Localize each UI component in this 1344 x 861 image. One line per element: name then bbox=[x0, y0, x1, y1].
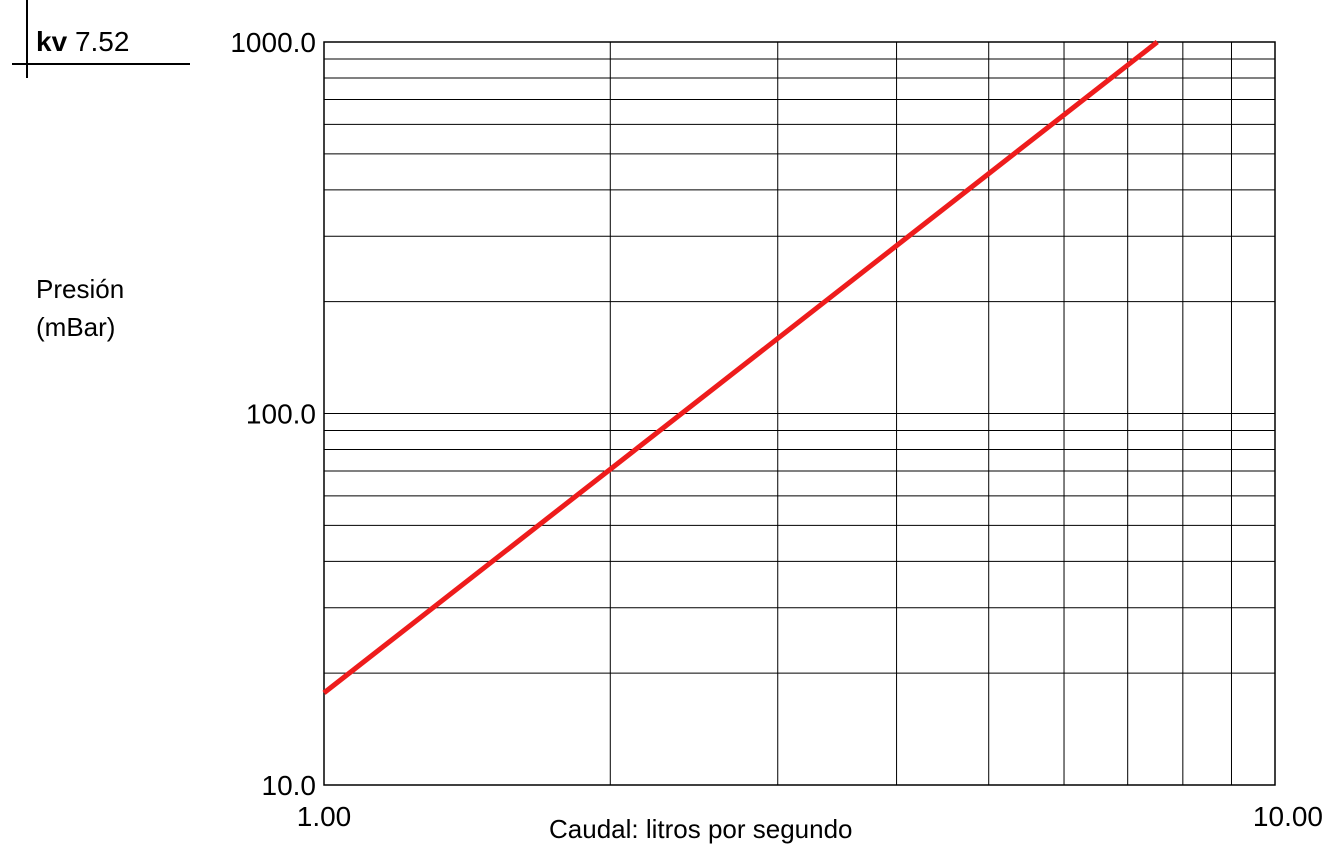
series-group bbox=[322, 40, 1159, 695]
x-axis-label: Caudal: litros por segundo bbox=[549, 814, 853, 844]
y-tick-label: 10.0 bbox=[262, 770, 317, 801]
gridlines bbox=[324, 41, 1275, 785]
kv-readout: kv 7.52 bbox=[36, 22, 129, 62]
kv-rule-vertical bbox=[26, 0, 28, 78]
y-axis-label-line-1: Presión bbox=[36, 274, 125, 304]
kv-label: kv bbox=[36, 26, 68, 57]
tick-labels: 10.0 100.0 1000.0 1.00 10.00 bbox=[230, 27, 1323, 832]
y-axis-label-line-2: (mBar) bbox=[36, 312, 116, 342]
x-tick-label: 10.00 bbox=[1253, 801, 1323, 832]
y-axis-label: Presión (mBar) bbox=[36, 270, 124, 346]
y-tick-label: 100.0 bbox=[246, 399, 316, 430]
y-tick-label: 1000.0 bbox=[230, 27, 316, 58]
kv-rule-horizontal bbox=[12, 63, 190, 65]
x-tick-label: 1.00 bbox=[297, 801, 352, 832]
plot-frame bbox=[323, 41, 1276, 786]
series-line bbox=[322, 40, 1159, 695]
kv-value: 7.52 bbox=[74, 26, 130, 57]
